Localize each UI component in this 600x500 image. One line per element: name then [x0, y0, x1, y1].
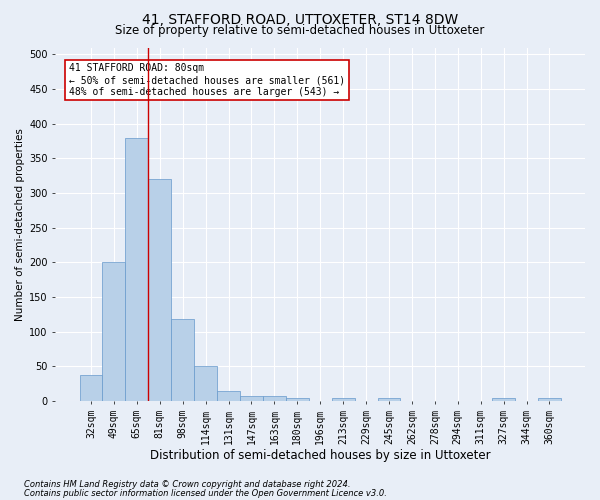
- Text: 41, STAFFORD ROAD, UTTOXETER, ST14 8DW: 41, STAFFORD ROAD, UTTOXETER, ST14 8DW: [142, 12, 458, 26]
- Bar: [538, 398, 561, 401]
- Bar: [263, 396, 286, 401]
- Bar: [240, 396, 263, 401]
- Bar: [217, 390, 240, 401]
- Bar: [103, 262, 125, 401]
- Bar: [194, 366, 217, 401]
- Bar: [80, 374, 103, 401]
- Text: 41 STAFFORD ROAD: 80sqm
← 50% of semi-detached houses are smaller (561)
48% of s: 41 STAFFORD ROAD: 80sqm ← 50% of semi-de…: [68, 64, 345, 96]
- Y-axis label: Number of semi-detached properties: Number of semi-detached properties: [15, 128, 25, 320]
- Bar: [171, 320, 194, 401]
- Bar: [286, 398, 309, 401]
- Text: Size of property relative to semi-detached houses in Uttoxeter: Size of property relative to semi-detach…: [115, 24, 485, 37]
- Bar: [125, 138, 148, 401]
- Text: Contains public sector information licensed under the Open Government Licence v3: Contains public sector information licen…: [24, 488, 387, 498]
- Bar: [148, 179, 171, 401]
- Bar: [377, 398, 400, 401]
- X-axis label: Distribution of semi-detached houses by size in Uttoxeter: Distribution of semi-detached houses by …: [150, 450, 491, 462]
- Text: Contains HM Land Registry data © Crown copyright and database right 2024.: Contains HM Land Registry data © Crown c…: [24, 480, 350, 489]
- Bar: [332, 398, 355, 401]
- Bar: [492, 398, 515, 401]
